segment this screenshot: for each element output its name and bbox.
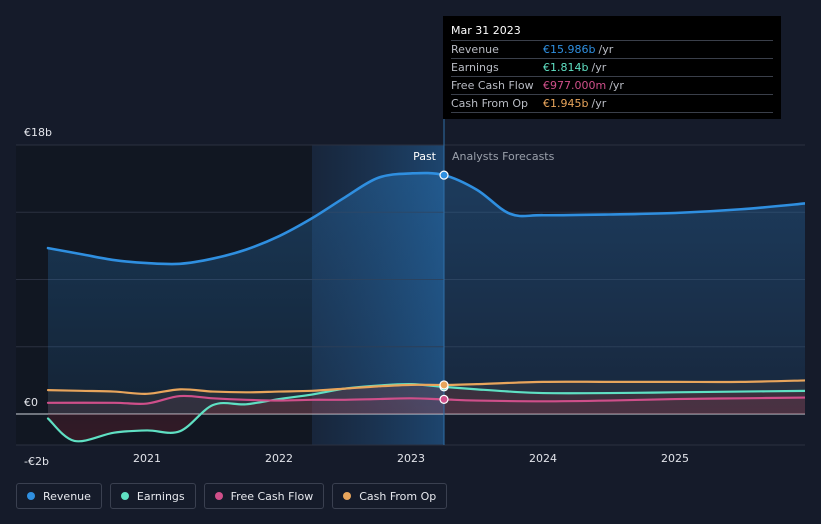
tooltip-name: Revenue [451, 43, 499, 56]
legend: Revenue Earnings Free Cash Flow Cash Fro… [16, 483, 448, 511]
tooltip-row-revenue: Revenue €15.986b /yr [451, 40, 773, 58]
tooltip-value: €977.000m [543, 79, 607, 92]
forecast-label: Analysts Forecasts [452, 150, 555, 163]
legend-item-cash-from-op[interactable]: Cash From Op [332, 483, 448, 509]
earnings-area [48, 384, 805, 442]
legend-dot-icon [27, 492, 35, 500]
legend-dot-icon [343, 492, 352, 500]
x-tick-label: 2024 [529, 452, 557, 465]
legend-item-revenue[interactable]: Revenue [16, 483, 102, 509]
tooltip-row-cash-from-op: Cash From Op €1.945b /yr [451, 94, 773, 113]
tooltip-unit: /yr [591, 97, 607, 110]
y-tick-label: €0 [24, 396, 38, 409]
tooltip-row-earnings: Earnings €1.814b /yr [451, 58, 773, 76]
x-tick-label: 2022 [265, 452, 293, 465]
revenue-area [48, 173, 805, 414]
y-axis-labels: €18b €0 -€2b [24, 126, 52, 468]
tooltip-unit: /yr [591, 61, 607, 74]
tooltip-value: €1.945b [543, 97, 589, 110]
series-areas [48, 173, 805, 442]
tooltip-value: €15.986b [543, 43, 596, 56]
legend-item-free-cash-flow[interactable]: Free Cash Flow [203, 483, 325, 509]
legend-label: Free Cash Flow [230, 489, 314, 503]
series-lines [46, 171, 805, 443]
free-cash-flow-line [46, 394, 805, 406]
tooltip-unit: /yr [609, 79, 624, 92]
legend-dot-icon [214, 492, 223, 500]
cash-from-op-marker [439, 380, 449, 390]
x-tick-label: 2023 [397, 452, 425, 465]
revenue-line [46, 171, 805, 266]
x-tick-label: 2021 [133, 452, 161, 465]
tooltip-date: Mar 31 2023 [451, 24, 521, 37]
legend-item-earnings[interactable]: Earnings [109, 483, 196, 509]
legend-label: Cash From Op [359, 489, 437, 503]
revenue-marker [439, 170, 449, 180]
tooltip-name: Earnings [451, 61, 499, 74]
x-tick-label: 2025 [661, 452, 689, 465]
legend-label: Earnings [136, 489, 185, 503]
tooltip-value: €1.814b [543, 61, 589, 74]
tooltip-unit: /yr [598, 43, 614, 56]
cash-from-op-line [46, 379, 805, 395]
tooltip: Mar 31 2023 Revenue €15.986b /yr Earning… [443, 16, 781, 119]
tooltip-name: Cash From Op [451, 97, 529, 110]
tooltip-name: Free Cash Flow [451, 79, 534, 92]
y-tick-label: -€2b [24, 455, 49, 468]
x-axis-labels: 2021 2022 2023 2024 2025 [133, 452, 689, 465]
legend-label: Revenue [43, 489, 91, 503]
hover-markers [439, 170, 449, 404]
past-label: Past [413, 150, 437, 163]
free-cash-flow-marker [439, 394, 449, 404]
y-tick-label: €18b [24, 126, 52, 139]
legend-dot-icon [120, 492, 129, 500]
tooltip-row-free-cash-flow: Free Cash Flow €977.000m /yr [451, 76, 773, 94]
cash-from-op-area [48, 380, 805, 414]
